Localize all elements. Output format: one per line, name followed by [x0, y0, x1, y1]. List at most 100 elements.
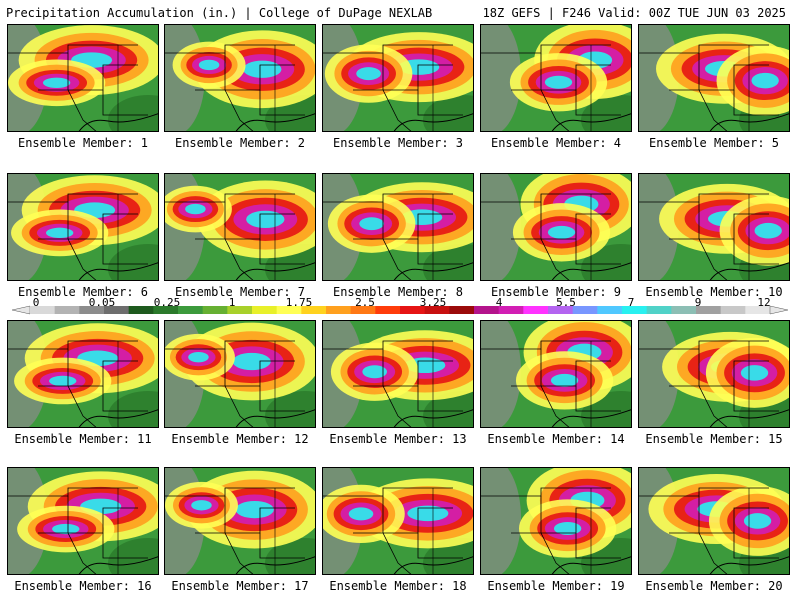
legend-color-swatch: [646, 306, 672, 314]
legend-tick-label: 7: [627, 296, 635, 309]
ensemble-member-label: Ensemble Member: 10: [645, 285, 783, 299]
precip-map: [8, 174, 158, 280]
ensemble-map-panel: [164, 24, 316, 132]
precip-map: [165, 174, 315, 280]
legend-right-arrow: [769, 305, 789, 315]
ensemble-member-label: Ensemble Member: 9: [490, 285, 622, 299]
legend-color-swatch: [745, 306, 771, 314]
ensemble-map-panel: [322, 467, 474, 575]
legend-color-swatch: [424, 306, 450, 314]
ensemble-member-label: Ensemble Member: 15: [645, 432, 783, 446]
ensemble-member-label: Ensemble Member: 17: [171, 579, 309, 593]
precip-map: [8, 25, 158, 131]
precip-map: [639, 25, 789, 131]
ensemble-member-label: Ensemble Member: 1: [17, 136, 149, 150]
legend-color-swatch: [128, 306, 154, 314]
precip-map: [481, 174, 631, 280]
ensemble-member-label: Ensemble Member: 3: [332, 136, 464, 150]
precip-map: [165, 25, 315, 131]
legend-color-swatch: [79, 306, 105, 314]
precip-map: [639, 321, 789, 427]
ensemble-member-label: Ensemble Member: 7: [174, 285, 306, 299]
color-legend: [0, 296, 800, 318]
legend-color-swatch: [301, 306, 327, 314]
legend-color-swatch: [227, 306, 253, 314]
legend-color-swatch: [178, 306, 204, 314]
ensemble-map-panel: [480, 320, 632, 428]
legend-color-swatch: [202, 306, 228, 314]
ensemble-member-label: Ensemble Member: 2: [174, 136, 306, 150]
precip-map: [323, 25, 473, 131]
legend-color-swatch: [276, 306, 302, 314]
legend-tick-label: 0.25: [153, 296, 181, 309]
legend-color-swatch: [449, 306, 475, 314]
legend-tick-label: 2.5: [355, 296, 375, 309]
legend-tick-label: 0: [32, 296, 40, 309]
precip-map: [8, 321, 158, 427]
ensemble-member-label: Ensemble Member: 6: [17, 285, 149, 299]
legend-tick-label: 12: [757, 296, 771, 309]
ensemble-member-label: Ensemble Member: 14: [487, 432, 625, 446]
legend-tick-label: 9: [694, 296, 702, 309]
legend-color-swatch: [548, 306, 574, 314]
ensemble-map-panel: [480, 173, 632, 281]
precip-map: [481, 25, 631, 131]
legend-color-swatch: [326, 306, 352, 314]
legend-color-swatch: [30, 306, 56, 314]
legend-tick-label: 1: [228, 296, 236, 309]
ensemble-map-panel: [7, 24, 159, 132]
ensemble-map-panel: [322, 320, 474, 428]
ensemble-map-panel: [480, 467, 632, 575]
map-title: Precipitation Accumulation (in.) | Colle…: [6, 6, 433, 20]
ensemble-map-panel: [322, 24, 474, 132]
ensemble-map-panel: [7, 320, 159, 428]
precip-map: [323, 468, 473, 574]
ensemble-member-label: Ensemble Member: 20: [645, 579, 783, 593]
legend-color-swatch: [498, 306, 524, 314]
ensemble-map-panel: [638, 24, 790, 132]
legend-color-swatch: [400, 306, 426, 314]
model-valid-time: 18Z GEFS | F246 Valid: 00Z TUE JUN 03 20…: [482, 6, 786, 20]
ensemble-map-panel: [164, 320, 316, 428]
ensemble-member-label: Ensemble Member: 5: [648, 136, 780, 150]
ensemble-map-panel: [164, 467, 316, 575]
legend-color-swatch: [350, 306, 376, 314]
precip-map: [481, 321, 631, 427]
legend-tick-label: 4: [495, 296, 503, 309]
legend-color-swatch: [696, 306, 722, 314]
legend-tick-label: 3.25: [419, 296, 447, 309]
precip-map: [165, 468, 315, 574]
precip-map: [8, 468, 158, 574]
ensemble-member-label: Ensemble Member: 4: [490, 136, 622, 150]
ensemble-map-panel: [638, 173, 790, 281]
ensemble-member-label: Ensemble Member: 8: [332, 285, 464, 299]
ensemble-member-label: Ensemble Member: 19: [487, 579, 625, 593]
ensemble-map-panel: [7, 467, 159, 575]
legend-color-swatch: [622, 306, 648, 314]
precip-map: [165, 321, 315, 427]
ensemble-member-label: Ensemble Member: 11: [14, 432, 152, 446]
legend-color-swatch: [104, 306, 130, 314]
legend-color-swatch: [252, 306, 278, 314]
legend-left-arrow: [11, 305, 31, 315]
precip-map: [323, 174, 473, 280]
precip-map: [639, 174, 789, 280]
ensemble-map-panel: [638, 320, 790, 428]
legend-color-swatch: [671, 306, 697, 314]
ensemble-map-panel: [164, 173, 316, 281]
legend-color-swatch: [153, 306, 179, 314]
precip-map: [323, 321, 473, 427]
ensemble-map-panel: [480, 24, 632, 132]
ensemble-map-panel: [322, 173, 474, 281]
legend-tick-label: 0.05: [88, 296, 116, 309]
legend-tick-label: 5.5: [556, 296, 576, 309]
legend-tick-label: 1.75: [285, 296, 313, 309]
legend-color-swatch: [54, 306, 80, 314]
legend-color-swatch: [375, 306, 401, 314]
ensemble-member-label: Ensemble Member: 12: [171, 432, 309, 446]
legend-color-swatch: [523, 306, 549, 314]
ensemble-member-label: Ensemble Member: 18: [329, 579, 467, 593]
ensemble-map-panel: [7, 173, 159, 281]
legend-color-swatch: [597, 306, 623, 314]
legend-color-swatch: [720, 306, 746, 314]
